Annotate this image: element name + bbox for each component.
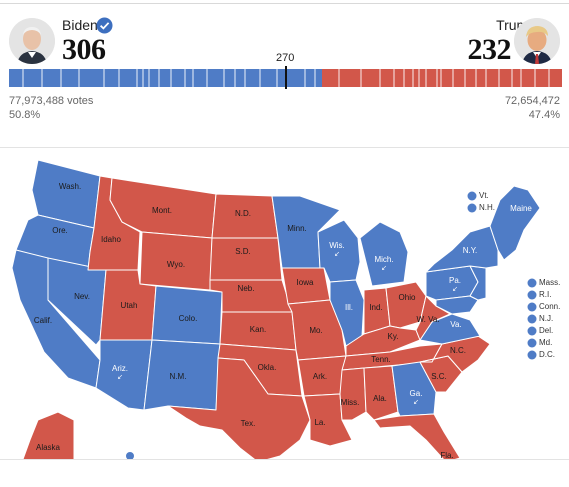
key-dc: D.C. xyxy=(539,350,555,359)
label-utah: Utah xyxy=(121,301,138,310)
label-nm: N.M. xyxy=(170,372,187,381)
trump-electoral-votes: 232 xyxy=(467,33,512,66)
label-nev: Nev. xyxy=(74,292,90,301)
label-ny: N.Y. xyxy=(463,246,478,255)
label-kan: Kan. xyxy=(250,325,266,334)
winner-check-icon xyxy=(96,17,113,34)
biden-electoral-votes: 306 xyxy=(62,33,106,66)
label-wva: W. Va. xyxy=(417,315,440,324)
label-tenn: Tenn. xyxy=(371,355,391,364)
label-nc: N.C. xyxy=(450,346,466,355)
label-calif: Calif. xyxy=(34,316,52,325)
hawaii-dot xyxy=(126,452,134,460)
us-electoral-map: Wash. Ore. Calif. Nev. Idaho Mont. Wyo. … xyxy=(11,159,541,460)
section-divider xyxy=(0,147,569,148)
svg-text:↙: ↙ xyxy=(452,286,458,293)
label-ala: Ala. xyxy=(373,394,387,403)
state-wva xyxy=(415,295,451,341)
svg-text:↙: ↙ xyxy=(381,265,387,272)
state-mich xyxy=(359,221,409,287)
label-sd: S.D. xyxy=(235,247,251,256)
state-alaska xyxy=(22,411,75,460)
label-tex: Tex. xyxy=(241,419,256,428)
flip-arrows: ↙ ↙ ↙ ↙ ↙ xyxy=(117,251,458,406)
label-idaho: Idaho xyxy=(101,235,122,244)
threshold-marker xyxy=(285,66,287,89)
label-pa: Pa. xyxy=(449,276,461,285)
electoral-vote-bar xyxy=(9,69,562,87)
label-sc: S.C. xyxy=(431,372,447,381)
label-mont: Mont. xyxy=(152,206,172,215)
label-ore: Ore. xyxy=(52,226,68,235)
key-ri: R.I. xyxy=(539,290,552,299)
key-mass: Mass. xyxy=(539,278,561,287)
biden-popular-votes: 77,973,488 votes xyxy=(9,95,94,107)
svg-text:↙: ↙ xyxy=(413,399,419,406)
label-alaska: Alaska xyxy=(36,443,61,452)
svg-text:↙: ↙ xyxy=(334,251,340,258)
label-ariz: Ariz. xyxy=(112,364,128,373)
biden-bar-segment xyxy=(9,69,322,87)
trump-bar-segment xyxy=(322,69,562,87)
label-ga: Ga. xyxy=(410,389,423,398)
key-conn: Conn. xyxy=(539,302,561,311)
label-ark: Ark. xyxy=(313,372,327,381)
state-ny xyxy=(425,225,499,273)
label-va: Va. xyxy=(450,320,461,329)
label-maine: Maine xyxy=(510,204,532,213)
state-fla xyxy=(373,413,461,460)
state-miss xyxy=(339,367,367,421)
state-sd xyxy=(209,237,283,281)
label-neb: Neb. xyxy=(238,284,255,293)
label-wis: Wis. xyxy=(329,241,345,250)
label-ind: Ind. xyxy=(369,303,382,312)
state-ariz xyxy=(95,339,153,411)
label-iowa: Iowa xyxy=(297,278,314,287)
label-ill: Ill. xyxy=(345,303,353,312)
label-ky: Ky. xyxy=(388,332,399,341)
map-labels: Wash. Ore. Calif. Nev. Idaho Mont. Wyo. … xyxy=(34,182,533,460)
label-okla: Okla. xyxy=(258,363,277,372)
top-rule xyxy=(0,3,569,4)
key-vt: Vt. xyxy=(479,191,489,200)
biden-vote-percent: 50.8% xyxy=(9,109,41,121)
biden-name: Biden xyxy=(62,17,98,33)
label-wyo: Wyo. xyxy=(167,260,185,269)
trump-avatar xyxy=(514,18,560,64)
key-nj: N.J. xyxy=(539,314,554,323)
state-tex xyxy=(167,357,311,460)
state-divider-lines xyxy=(22,69,550,87)
key-md: Md. xyxy=(539,338,553,347)
bottom-rule xyxy=(0,459,569,460)
svg-text:↙: ↙ xyxy=(117,374,123,381)
label-la: La. xyxy=(314,418,325,427)
label-mich: Mich. xyxy=(374,255,393,264)
key-del: Del. xyxy=(539,326,554,335)
state-ala xyxy=(363,365,399,421)
state-new-england xyxy=(489,185,541,261)
key-nh: N.H. xyxy=(479,203,495,212)
trump-vote-percent: 47.4% xyxy=(528,109,560,121)
label-mo: Mo. xyxy=(309,326,322,335)
threshold-label: 270 xyxy=(276,52,295,64)
biden-avatar xyxy=(9,18,55,64)
label-fla: Fla. xyxy=(440,451,453,460)
label-ohio: Ohio xyxy=(399,293,416,302)
label-wash: Wash. xyxy=(59,182,81,191)
label-nd: N.D. xyxy=(235,209,251,218)
label-colo: Colo. xyxy=(179,314,198,323)
trump-popular-votes: 72,654,472 xyxy=(504,95,560,107)
small-state-dots xyxy=(467,191,537,360)
label-minn: Minn. xyxy=(287,224,307,233)
label-miss: Miss. xyxy=(341,398,360,407)
